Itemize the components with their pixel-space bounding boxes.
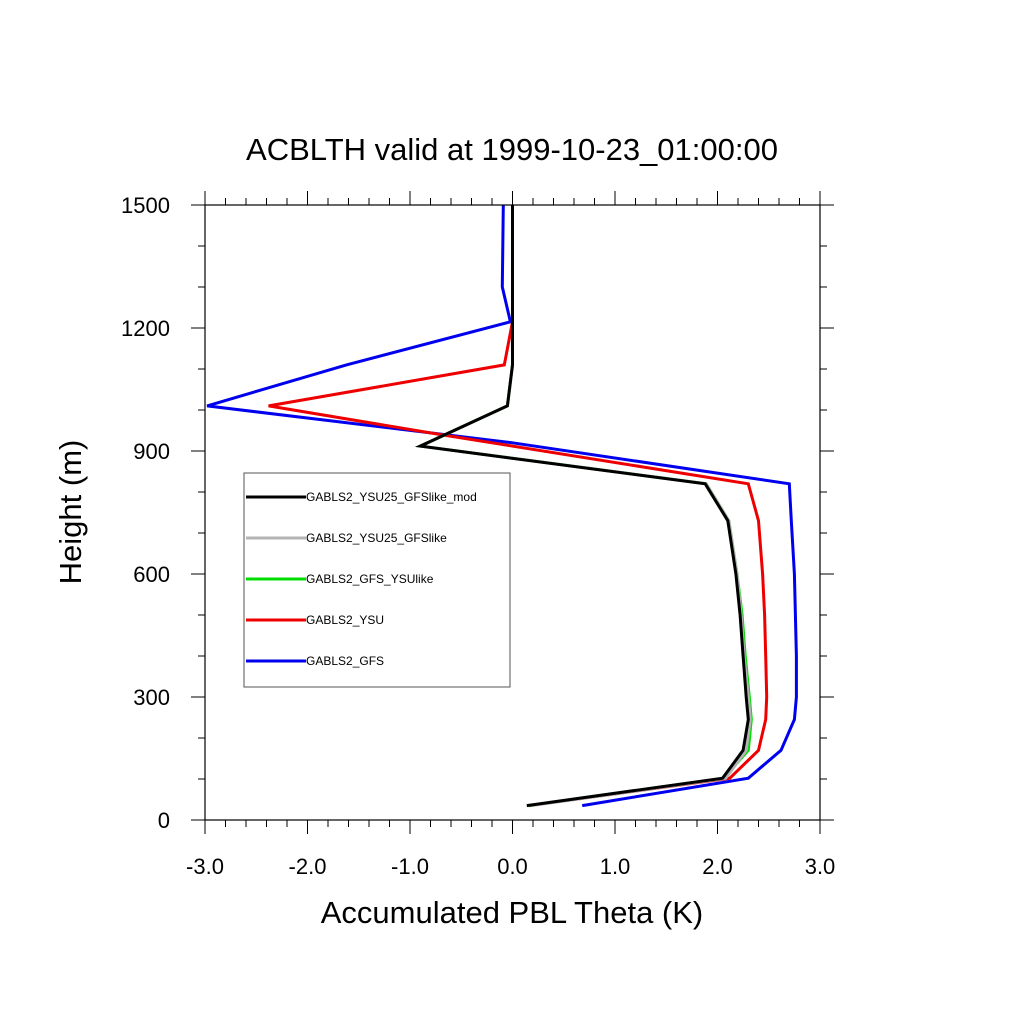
- legend-label: GABLS2_YSU25_GFSlike: [306, 531, 447, 545]
- x-tick-label: 1.0: [600, 854, 631, 879]
- plot-frame: [204, 204, 821, 821]
- y-tick-label: 0: [158, 808, 170, 833]
- legend-label: GABLS2_GFS: [306, 654, 384, 668]
- x-tick-label: 3.0: [805, 854, 836, 879]
- legend: GABLS2_YSU25_GFSlike_mod GABLS2_YSU25_GFS…: [243, 472, 511, 688]
- series-line-gabls2-ysu: [268, 205, 769, 808]
- legend-label: GABLS2_YSU: [306, 613, 384, 627]
- y-tick-label: 1200: [121, 316, 170, 341]
- x-tick-label: -3.0: [186, 854, 224, 879]
- y-tick-label: 300: [133, 685, 170, 710]
- chart-title: ACBLTH valid at 1999-10-23_01:00:00: [246, 132, 778, 167]
- y-axis-label: Height (m): [53, 440, 88, 585]
- legend-label: GABLS2_GFS_YSUlike: [306, 572, 434, 586]
- y-tick-label: 900: [133, 439, 170, 464]
- x-tick-label: 0.0: [497, 854, 528, 879]
- x-axis-label: Accumulated PBL Theta (K): [321, 895, 704, 930]
- y-tick-label: 1500: [121, 193, 170, 218]
- axis-ticks: -3.0 -2.0 -1.0 0.0 1.0 2.0 3.0 0 300 600 900 1200 15…: [121, 191, 835, 879]
- x-tick-label: 2.0: [702, 854, 733, 879]
- y-tick-label: 600: [133, 562, 170, 587]
- series-line-gabls2-gfs: [206, 204, 798, 808]
- x-tick-label: -1.0: [391, 854, 429, 879]
- series-lines: [206, 204, 798, 808]
- x-tick-label: -2.0: [289, 854, 327, 879]
- series-line-gabls2-ysu25-gfslike-mod: [414, 205, 750, 808]
- legend-label: GABLS2_YSU25_GFSlike_mod: [306, 490, 477, 504]
